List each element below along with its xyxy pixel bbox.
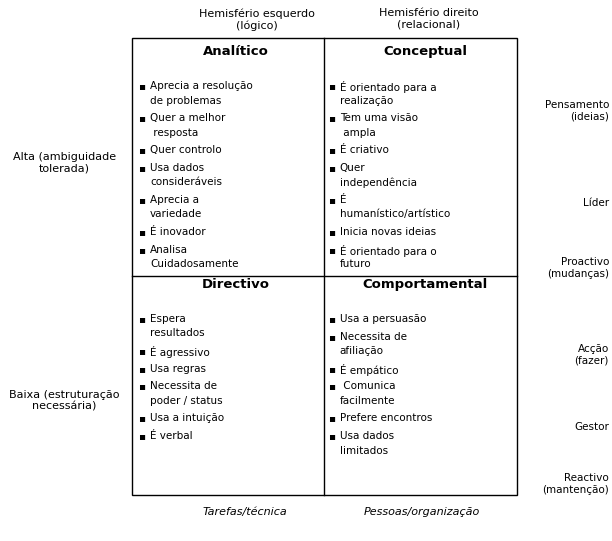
Text: Conceptual: Conceptual — [383, 45, 468, 58]
Text: ▪: ▪ — [328, 364, 335, 373]
Text: Reactivo
(mantenção): Reactivo (mantenção) — [542, 473, 609, 495]
Text: Pensamento
(ideias): Pensamento (ideias) — [545, 100, 609, 122]
Text: Gestor: Gestor — [574, 423, 609, 432]
Text: resultados: resultados — [150, 328, 204, 338]
Text: Baixa (estruturação
necessária): Baixa (estruturação necessária) — [9, 390, 119, 411]
Text: ▪: ▪ — [328, 163, 335, 173]
Text: ▪: ▪ — [328, 195, 335, 204]
Text: É: É — [340, 195, 346, 204]
Text: Pessoas/organização: Pessoas/organização — [364, 507, 480, 517]
Text: ▪: ▪ — [138, 81, 145, 91]
Text: É orientado para a: É orientado para a — [340, 81, 436, 93]
Text: limitados: limitados — [340, 446, 388, 456]
Bar — [132, 38, 517, 495]
Text: Usa dados: Usa dados — [340, 431, 394, 441]
Text: Analisa: Analisa — [150, 245, 188, 254]
Text: ▪: ▪ — [328, 431, 335, 441]
Text: Analítico: Analítico — [203, 45, 269, 58]
Text: Proactivo
(mudanças): Proactivo (mudanças) — [547, 257, 609, 279]
Text: Inicia novas ideias: Inicia novas ideias — [340, 227, 436, 236]
Text: É orientado para o: É orientado para o — [340, 245, 436, 256]
Text: Usa dados: Usa dados — [150, 163, 204, 173]
Text: Comunica: Comunica — [340, 381, 395, 391]
Text: realização: realização — [340, 96, 393, 105]
Text: ▪: ▪ — [138, 364, 145, 373]
Text: ▪: ▪ — [328, 145, 335, 155]
Text: Usa a persuasão: Usa a persuasão — [340, 314, 426, 324]
Text: Acção
(fazer): Acção (fazer) — [575, 344, 609, 365]
Text: É agressivo: É agressivo — [150, 346, 210, 358]
Text: ▪: ▪ — [138, 195, 145, 204]
Text: afiliação: afiliação — [340, 346, 384, 356]
Text: É empático: É empático — [340, 364, 398, 375]
Text: ▪: ▪ — [138, 413, 145, 423]
Text: ▪: ▪ — [138, 145, 145, 155]
Text: ▪: ▪ — [138, 381, 145, 391]
Text: ▪: ▪ — [328, 227, 335, 236]
Text: Quer controlo: Quer controlo — [150, 145, 222, 155]
Text: poder / status: poder / status — [150, 396, 223, 406]
Text: Tarefas/técnica: Tarefas/técnica — [203, 507, 287, 517]
Text: Prefere encontros: Prefere encontros — [340, 413, 432, 423]
Text: Usa regras: Usa regras — [150, 364, 206, 373]
Text: ▪: ▪ — [328, 113, 335, 123]
Text: Comportamental: Comportamental — [363, 278, 488, 291]
Text: facilmente: facilmente — [340, 396, 395, 406]
Text: ▪: ▪ — [138, 163, 145, 173]
Text: Quer a melhor: Quer a melhor — [150, 113, 225, 123]
Text: resposta: resposta — [150, 128, 198, 137]
Text: É inovador: É inovador — [150, 227, 206, 236]
Text: humanístico/artístico: humanístico/artístico — [340, 209, 450, 219]
Text: ampla: ampla — [340, 128, 375, 137]
Text: variedade: variedade — [150, 209, 202, 219]
Text: ▪: ▪ — [328, 314, 335, 324]
Text: consideráveis: consideráveis — [150, 177, 222, 187]
Text: Directivo: Directivo — [201, 278, 270, 291]
Text: Tem uma visão: Tem uma visão — [340, 113, 417, 123]
Text: ▪: ▪ — [328, 381, 335, 391]
Text: ▪: ▪ — [328, 245, 335, 254]
Text: Aprecia a: Aprecia a — [150, 195, 199, 204]
Text: É verbal: É verbal — [150, 431, 193, 441]
Text: ▪: ▪ — [328, 81, 335, 91]
Text: Alta (ambiguidade
tolerada): Alta (ambiguidade tolerada) — [13, 151, 116, 173]
Text: independência: independência — [340, 177, 417, 188]
Text: ▪: ▪ — [138, 227, 145, 236]
Text: de problemas: de problemas — [150, 96, 222, 105]
Text: ▪: ▪ — [138, 314, 145, 324]
Text: Aprecia a resolução: Aprecia a resolução — [150, 81, 253, 91]
Text: ▪: ▪ — [138, 346, 145, 355]
Text: ▪: ▪ — [138, 245, 145, 254]
Text: Hemisfério esquerdo
(lógico): Hemisfério esquerdo (lógico) — [199, 8, 315, 31]
Text: Hemisfério direito
(relacional): Hemisfério direito (relacional) — [379, 8, 478, 30]
Text: Cuidadosamente: Cuidadosamente — [150, 259, 239, 269]
Text: Líder: Líder — [583, 198, 609, 208]
Text: Espera: Espera — [150, 314, 185, 324]
Text: ▪: ▪ — [138, 113, 145, 123]
Text: Necessita de: Necessita de — [150, 381, 217, 391]
Text: É criativo: É criativo — [340, 145, 389, 155]
Text: ▪: ▪ — [328, 413, 335, 423]
Text: ▪: ▪ — [138, 431, 145, 441]
Text: futuro: futuro — [340, 259, 371, 269]
Text: Quer: Quer — [340, 163, 365, 173]
Text: ▪: ▪ — [328, 332, 335, 341]
Text: Usa a intuição: Usa a intuição — [150, 413, 224, 423]
Text: Necessita de: Necessita de — [340, 332, 406, 341]
